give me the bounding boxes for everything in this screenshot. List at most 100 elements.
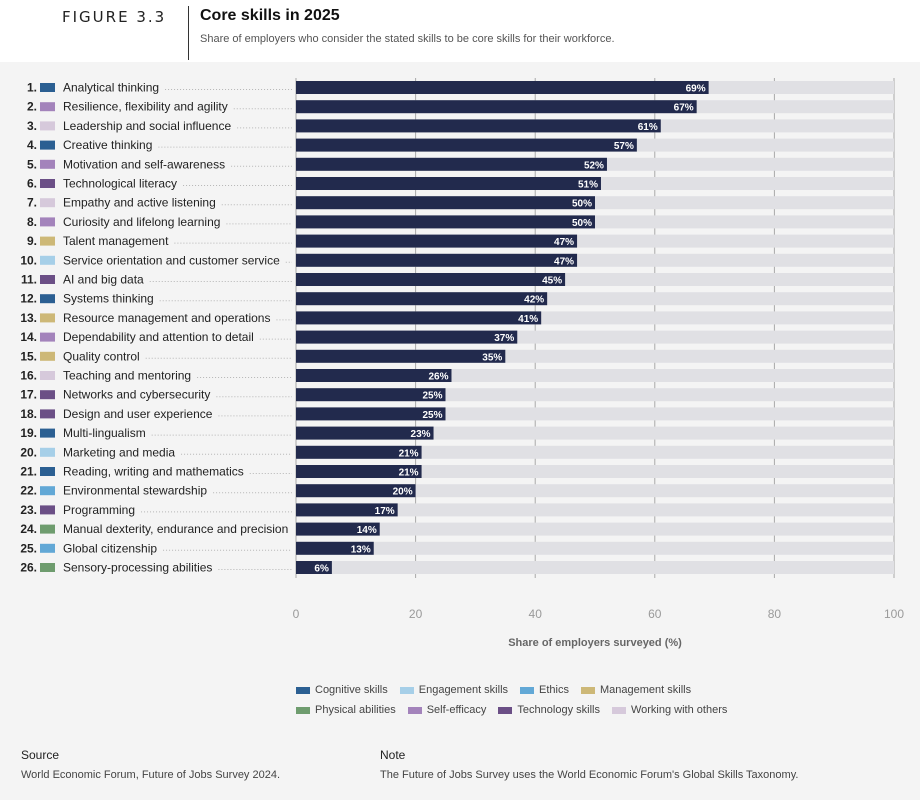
data-label: 17%: [375, 506, 395, 517]
category-swatch: [40, 275, 55, 284]
category-swatch: [40, 313, 55, 323]
rank-label: 3.: [27, 119, 37, 133]
rank-label: 14.: [20, 330, 37, 344]
data-label: 23%: [411, 429, 431, 440]
bar-track: [296, 561, 894, 574]
legend-label: Management skills: [600, 684, 692, 696]
chart-subtitle: Share of employers who consider the stat…: [200, 33, 615, 45]
rank-label: 19.: [20, 426, 37, 440]
bar: [296, 541, 374, 555]
legend-row: Physical abilities Self-efficacy Technolog…: [296, 703, 816, 717]
skill-label: Multi-lingualism: [63, 426, 146, 440]
bar: [296, 503, 398, 517]
bar-track: [296, 445, 894, 459]
skill-label: Analytical thinking: [63, 81, 159, 95]
bar: [296, 177, 601, 190]
data-label: 50%: [572, 218, 592, 229]
legend-entry: Management skills: [581, 683, 691, 697]
data-label: 35%: [482, 352, 502, 363]
skill-label: Empathy and active listening: [63, 196, 216, 210]
rank-label: 5.: [27, 157, 37, 171]
chart-title: Core skills in 2025: [200, 7, 340, 24]
skill-label: Design and user experience: [63, 407, 213, 421]
legend-row: Cognitive skills Engagement skills Ethics M…: [296, 683, 816, 697]
x-axis-label: Share of employers surveyed (%): [508, 637, 682, 649]
legend-entry: Working with others: [611, 703, 727, 717]
category-swatch: [40, 236, 55, 246]
category-swatch: [40, 409, 55, 419]
skill-label: Curiosity and lifelong learning: [63, 215, 220, 229]
data-label: 51%: [578, 180, 598, 191]
figure-footer: Source World Economic Forum, Future of J…: [0, 728, 920, 800]
skill-label: Dependability and attention to detail: [63, 330, 254, 344]
chart-legend: Cognitive skills Engagement skills Ethics M…: [296, 683, 816, 723]
bar-track: [296, 484, 894, 498]
bar: [296, 100, 697, 114]
category-swatch: [40, 563, 55, 572]
source-text: World Economic Forum, Future of Jobs Sur…: [21, 769, 281, 781]
skill-label: Networks and cybersecurity: [63, 388, 210, 402]
rank-label: 12.: [20, 292, 37, 306]
rank-label: 2.: [27, 100, 37, 114]
category-swatch: [40, 467, 55, 476]
data-label: 37%: [494, 333, 514, 344]
data-label: 47%: [554, 256, 574, 267]
figure-label: FIGURE 3.3: [62, 8, 167, 26]
legend-entry: Ethics: [520, 683, 569, 697]
bar: [296, 196, 595, 210]
category-swatch: [40, 351, 55, 361]
data-label: 52%: [584, 160, 604, 171]
data-label: 69%: [686, 84, 706, 95]
skill-label: Marketing and media: [63, 445, 175, 459]
data-label: 21%: [399, 468, 419, 479]
skill-label: Reading, writing and mathematics: [63, 465, 244, 479]
skill-label: Global citizenship: [63, 541, 157, 555]
bar: [296, 253, 578, 267]
rank-label: 23.: [20, 503, 37, 517]
data-label: 45%: [542, 276, 562, 287]
legend-label: Self-efficacy: [426, 704, 487, 716]
chart-panel: 69% 1. Analytical thinking 67% 2. Resilience,…: [0, 62, 920, 728]
rank-label: 15.: [20, 349, 37, 363]
category-swatch: [40, 428, 55, 438]
rank-label: 20.: [20, 445, 37, 459]
category-swatch: [40, 332, 55, 342]
category-swatch: [40, 255, 55, 265]
data-label: 26%: [428, 372, 448, 383]
category-swatch: [40, 198, 55, 208]
data-label: 61%: [638, 122, 658, 133]
legend-swatch: [296, 686, 310, 694]
bar-track: [296, 503, 894, 517]
data-label: 67%: [674, 103, 694, 114]
skill-label: Resource management and operations: [63, 311, 270, 325]
data-label: 25%: [422, 410, 442, 421]
data-label: 21%: [399, 448, 419, 459]
bar: [296, 426, 434, 440]
legend-label: Ethics: [539, 684, 569, 696]
source-heading: Source: [21, 748, 60, 762]
legend-label: Technology skills: [517, 704, 600, 716]
legend-entry: Technology skills: [498, 703, 600, 717]
x-tick-label: 100: [884, 607, 904, 621]
legend-swatch: [520, 686, 535, 694]
rank-label: 7.: [27, 196, 37, 210]
legend-entry: Physical abilities: [296, 703, 396, 717]
legend-swatch: [611, 706, 626, 714]
category-swatch: [40, 447, 55, 457]
bar: [296, 292, 548, 306]
data-label: 41%: [518, 314, 538, 325]
skill-label: Technological literacy: [63, 177, 177, 191]
bar: [296, 81, 709, 94]
legend-entry: Engagement skills: [399, 683, 508, 697]
category-swatch: [40, 371, 55, 380]
x-tick-label: 60: [648, 607, 662, 621]
rank-label: 22.: [20, 484, 37, 498]
x-tick-label: 20: [409, 607, 423, 621]
bar-track: [296, 465, 894, 478]
bar: [296, 234, 578, 248]
skill-label: AI and big data: [63, 273, 144, 287]
rank-label: 4.: [27, 138, 37, 152]
category-swatch: [40, 505, 55, 515]
bar: [296, 465, 422, 478]
skill-label: Creative thinking: [63, 138, 152, 152]
